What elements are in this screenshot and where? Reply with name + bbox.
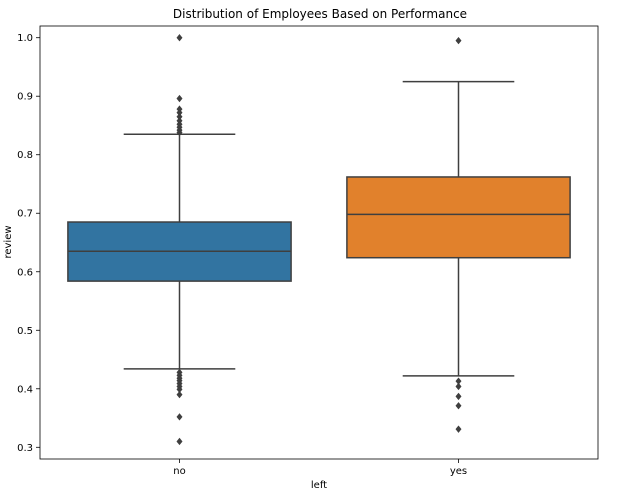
x-axis-label: left bbox=[311, 480, 327, 491]
plot-area: 0.3 0.4 0.5 0.6 0.7 0.8 0.9 1.0 no yes bbox=[17, 25, 599, 477]
outlier-point bbox=[176, 437, 183, 446]
y-tick-label: 0.7 bbox=[17, 209, 33, 220]
y-axis-label: review bbox=[3, 225, 14, 258]
outlier-point bbox=[176, 128, 183, 137]
x-tick-label: no bbox=[173, 466, 185, 477]
outlier-point bbox=[455, 382, 462, 391]
outlier-point bbox=[455, 425, 462, 433]
outlier-point bbox=[455, 402, 462, 410]
axes-frame bbox=[39, 25, 599, 460]
box-yes bbox=[346, 176, 571, 259]
y-tick-label: 1.0 bbox=[17, 33, 33, 44]
outlier-point bbox=[455, 36, 462, 45]
y-tick-label: 0.8 bbox=[17, 150, 33, 161]
y-tick-label: 0.5 bbox=[17, 326, 33, 337]
outlier-point bbox=[176, 34, 183, 42]
chart-title: Distribution of Employees Based on Perfo… bbox=[173, 7, 467, 21]
outlier-point bbox=[176, 413, 183, 421]
y-tick-label: 0.4 bbox=[17, 384, 33, 395]
outlier-point bbox=[176, 390, 183, 399]
y-tick-label: 0.6 bbox=[17, 267, 33, 278]
x-tick-label: yes bbox=[450, 466, 467, 477]
y-tick-label: 0.3 bbox=[17, 443, 33, 454]
outlier-point bbox=[455, 392, 462, 401]
outlier-point bbox=[176, 94, 183, 103]
y-tick-label: 0.9 bbox=[17, 92, 33, 103]
